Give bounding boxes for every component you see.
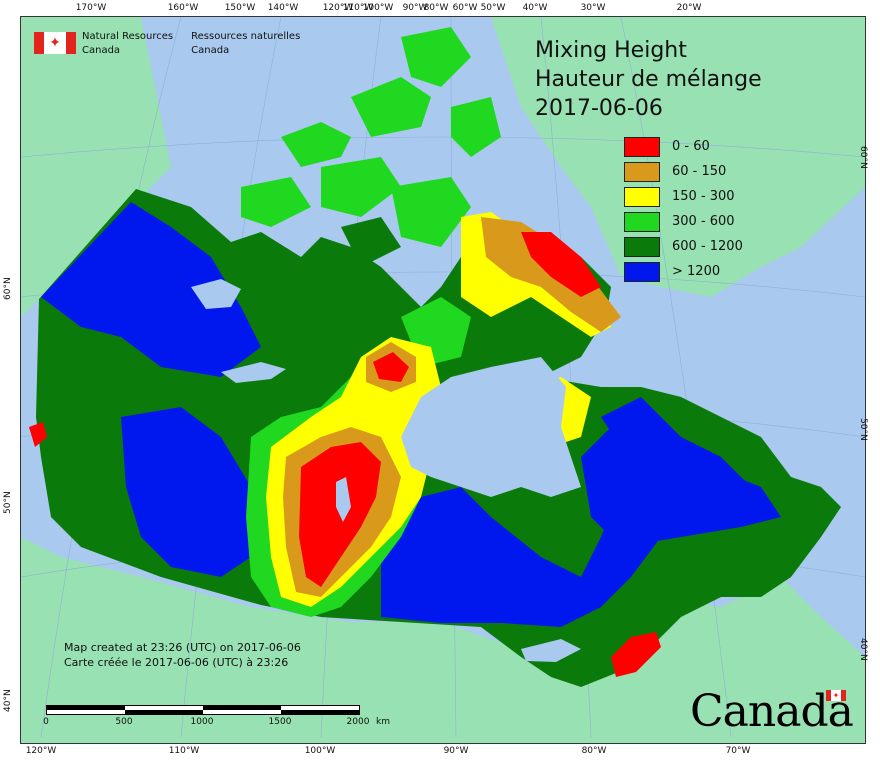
legend-swatch-5 xyxy=(624,261,660,282)
lake-winnipeg xyxy=(336,477,351,522)
tick-top-13: 20°W xyxy=(676,3,702,13)
alaska-land xyxy=(21,17,171,317)
tick-bottom-3: 90°W xyxy=(443,746,469,756)
tick-bottom-4: 80°W xyxy=(581,746,607,756)
scale-label-4: 2000 xyxy=(346,717,370,727)
tick-left-0: 60°N xyxy=(3,277,13,300)
scale-track xyxy=(46,705,360,715)
region-red-ungava xyxy=(521,232,601,297)
title-en: Mixing Height xyxy=(535,38,687,63)
lake-superior xyxy=(521,639,581,662)
region-blue-east xyxy=(581,417,781,547)
scale-unit: km xyxy=(376,717,390,727)
tick-top-0: 170°W xyxy=(75,3,107,13)
map-frame xyxy=(20,16,866,744)
legend-item-3: 300 - 600 xyxy=(624,209,743,234)
legend-item-0: 0 - 60 xyxy=(624,134,743,159)
tick-top-8: 80°W xyxy=(423,3,449,13)
region-red-westcoast xyxy=(29,422,47,447)
tick-bottom-5: 70°W xyxy=(725,746,751,756)
tick-top-5: 110°W xyxy=(342,3,374,13)
scale-label-0: 0 xyxy=(43,717,49,727)
region-red-ontario xyxy=(611,632,661,677)
region-blue-west xyxy=(121,407,251,577)
map-canvas xyxy=(21,17,865,743)
region-red-hudson xyxy=(373,352,409,382)
hudson-bay xyxy=(401,357,581,497)
agency-fr-line1: Ressources naturelles xyxy=(191,31,301,42)
tick-top-3: 140°W xyxy=(267,3,299,13)
tick-top-7: 90°W xyxy=(402,3,428,13)
legend-swatch-4 xyxy=(624,236,660,257)
tick-top-11: 40°W xyxy=(522,3,548,13)
usa-land xyxy=(21,537,865,743)
legend-item-4: 600 - 1200 xyxy=(624,234,743,259)
tick-right-0: 60°N xyxy=(858,146,868,169)
tick-right-1: 50°N xyxy=(858,418,868,441)
tick-top-1: 160°W xyxy=(167,3,199,13)
legend: 0 - 60 60 - 150 150 - 300 300 - 600 600 … xyxy=(624,134,743,284)
legend-item-2: 150 - 300 xyxy=(624,184,743,209)
region-blue-northwest xyxy=(41,202,261,377)
scale-label-3: 1500 xyxy=(268,717,292,727)
scale-label-1: 500 xyxy=(115,717,133,727)
tick-left-1: 50°N xyxy=(3,491,13,514)
legend-label-2: 150 - 300 xyxy=(672,189,735,204)
tick-bottom-1: 110°W xyxy=(168,746,200,756)
tick-top-12: 30°W xyxy=(580,3,606,13)
agency-name-en: Natural Resources Canada xyxy=(82,30,173,58)
legend-swatch-1 xyxy=(624,161,660,182)
wordmark-flag-icon: ✦ xyxy=(826,690,846,701)
legend-swatch-3 xyxy=(624,211,660,232)
agency-name-fr: Ressources naturelles Canada xyxy=(191,30,300,58)
tick-left-2: 40°N xyxy=(3,689,13,712)
agency-en-line2: Canada xyxy=(82,45,121,56)
credit-fr: Carte créée le 2017-06-06 (UTC) à 23:26 xyxy=(64,656,289,669)
tick-top-10: 50°W xyxy=(480,3,506,13)
credit-en: Map created at 23:26 (UTC) on 2017-06-06 xyxy=(64,641,301,654)
canada-flag-icon: ✦ xyxy=(34,32,76,54)
legend-swatch-0 xyxy=(624,136,660,157)
tick-top-4: 120°W xyxy=(322,3,354,13)
scale-label-2: 1000 xyxy=(190,717,214,727)
agency-en-line1: Natural Resources xyxy=(82,31,174,42)
tick-right-2: 40°N xyxy=(858,638,868,661)
nrcan-logo: ✦ Natural Resources Canada Ressources na… xyxy=(34,30,318,58)
arctic-islands xyxy=(241,27,501,267)
map-title: Mixing Height Hauteur de mélange 2017-06… xyxy=(535,36,762,123)
legend-label-0: 0 - 60 xyxy=(672,139,710,154)
legend-label-5: > 1200 xyxy=(672,264,721,279)
great-bear-lake xyxy=(191,279,241,309)
tick-bottom-2: 100°W xyxy=(304,746,336,756)
tick-top-2: 150°W xyxy=(224,3,256,13)
legend-item-5: > 1200 xyxy=(624,259,743,284)
agency-fr-line2: Canada xyxy=(191,45,230,56)
scale-bar: 0 500 1000 1500 2000 km xyxy=(43,705,390,727)
title-date: 2017-06-06 xyxy=(535,96,663,121)
greenland-land xyxy=(491,17,865,297)
tick-top-9: 60°W xyxy=(452,3,478,13)
legend-label-1: 60 - 150 xyxy=(672,164,727,179)
legend-label-4: 600 - 1200 xyxy=(672,239,743,254)
great-slave-lake xyxy=(221,362,286,383)
legend-label-3: 300 - 600 xyxy=(672,214,735,229)
title-fr: Hauteur de mélange xyxy=(535,67,762,92)
map-credit: Map created at 23:26 (UTC) on 2017-06-06… xyxy=(64,640,301,670)
tick-top-6: 100°W xyxy=(362,3,394,13)
legend-swatch-2 xyxy=(624,186,660,207)
legend-item-1: 60 - 150 xyxy=(624,159,743,184)
tick-bottom-0: 120°W xyxy=(25,746,57,756)
